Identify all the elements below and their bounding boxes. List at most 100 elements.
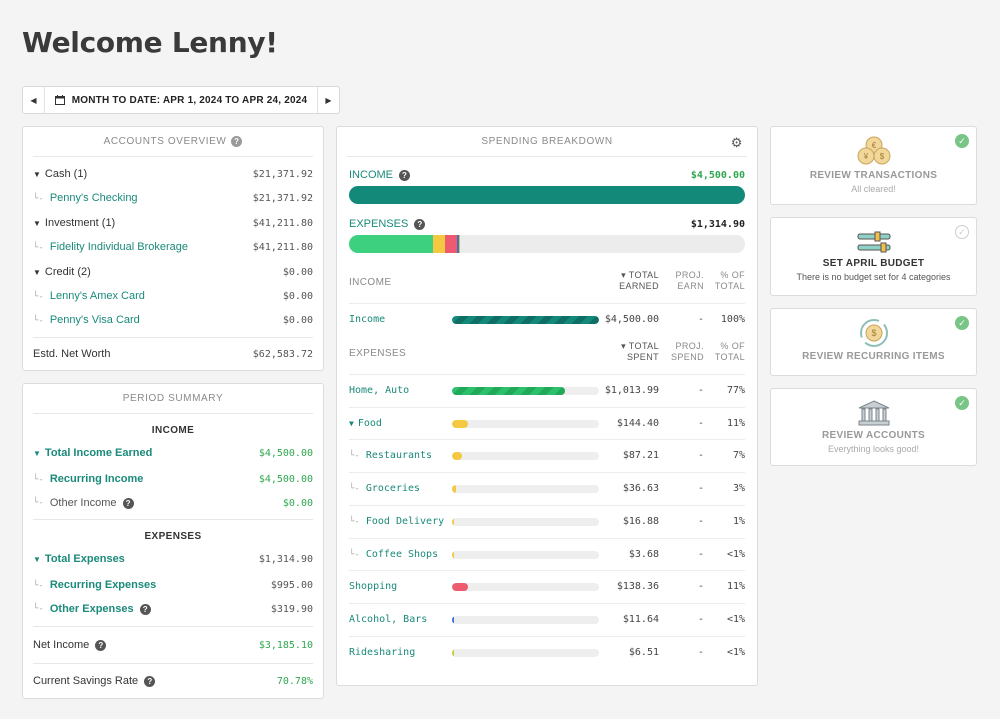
help-icon[interactable]: ?	[95, 639, 107, 651]
category-percent: 11%	[726, 417, 745, 429]
income-section-head: INCOME	[151, 425, 195, 436]
income-table-header: INCOME ▾ TOTAL EARNED PROJ. EARN % OF TO…	[349, 270, 745, 291]
expenses-section-head: EXPENSES	[144, 531, 202, 542]
category-name: Shopping	[349, 581, 398, 593]
recurring-expenses-row[interactable]: └- Recurring Expenses $995.00	[33, 579, 313, 591]
category-name: └- Restaurants	[349, 450, 433, 462]
account-item[interactable]: └- Penny's Visa Card $0.00	[33, 314, 313, 326]
help-icon[interactable]: ?	[414, 218, 426, 230]
table-row[interactable]: └- Restaurants $87.21 - 7%	[349, 439, 745, 471]
check-icon: ✓	[955, 225, 969, 239]
help-icon[interactable]: ?	[144, 675, 156, 687]
review-transactions-card[interactable]: ✓ € ¥ $ REVIEW TRANSACTIONS All cleared!	[770, 126, 977, 205]
category-percent: 7%	[732, 450, 745, 462]
caret-down-icon: ▼	[33, 449, 41, 458]
caret-down-icon: ▼	[33, 555, 41, 564]
category-total: $1,013.99	[604, 385, 659, 396]
category-total: $16.88	[622, 515, 659, 527]
expenses-table-header: EXPENSES ▾ TOTAL SPENT PROJ. SPEND % OF …	[349, 341, 745, 362]
set-budget-card[interactable]: ✓ SET APRIL BUDGET There is no budget se…	[770, 217, 977, 296]
account-item[interactable]: └- Penny's Checking $21,371.92	[33, 192, 313, 204]
income-bar-fill	[349, 186, 745, 204]
account-group-investment[interactable]: ▼ Investment (1) $41,211.80	[33, 217, 313, 229]
category-projected: -	[697, 515, 704, 527]
category-projected: -	[697, 613, 704, 625]
check-icon: ✓	[955, 316, 969, 330]
help-icon[interactable]: ?	[399, 169, 410, 181]
category-projected: -	[697, 581, 704, 593]
caret-down-icon: ▼	[33, 268, 41, 277]
category-progress-track	[452, 485, 599, 494]
tree-connector-icon: └-	[349, 549, 360, 560]
tree-connector-icon: └-	[33, 316, 44, 326]
table-row[interactable]: Ridesharing $6.51 - <1%	[349, 635, 745, 668]
other-expenses-row[interactable]: └- Other Expenses ? $319.90	[33, 603, 313, 615]
category-progress-fill	[452, 452, 463, 461]
sort-total-header[interactable]: ▾ TOTAL EARNED	[619, 270, 659, 291]
review-accounts-card[interactable]: ✓ REVIEW ACCOUNTS Everything looks good!	[770, 388, 977, 466]
expenses-segment-shopping	[445, 235, 457, 253]
divider	[33, 337, 313, 338]
help-icon[interactable]: ?	[139, 603, 151, 615]
income-total: $4,500.00	[690, 170, 745, 181]
category-name: Ridesharing	[349, 646, 416, 658]
accounts-overview-panel: ACCOUNTS OVERVIEW? ▼ Cash (1) $21,371.92 …	[22, 126, 324, 371]
table-row[interactable]: Shopping $138.36 - 11%	[349, 570, 745, 602]
category-name: └- Coffee Shops	[349, 548, 439, 560]
category-total: $11.64	[622, 613, 659, 625]
svg-text:€: €	[871, 141, 876, 150]
category-progress-track	[452, 615, 599, 624]
divider	[33, 626, 313, 627]
tree-connector-icon: └-	[33, 581, 44, 591]
expenses-bar-label: EXPENSES?	[349, 218, 426, 230]
table-row[interactable]: Home, Auto $1,013.99 - 77%	[349, 374, 745, 406]
account-item[interactable]: └- Lenny's Amex Card $0.00	[33, 290, 313, 302]
prev-period-button[interactable]: ◀	[23, 87, 45, 113]
category-total: $138.36	[616, 581, 659, 593]
net-income-row: Net Income ? $3,185.10	[33, 639, 313, 651]
help-icon[interactable]: ?	[122, 497, 134, 509]
tree-connector-icon: └-	[33, 194, 44, 204]
category-percent: 3%	[732, 483, 745, 495]
income-bar-label: INCOME?	[349, 169, 410, 181]
svg-text:$: $	[871, 328, 876, 338]
table-row[interactable]: └- Food Delivery $16.88 - 1%	[349, 504, 745, 537]
table-row[interactable]: └- Coffee Shops $3.68 - <1%	[349, 537, 745, 570]
category-name: Alcohol, Bars	[349, 613, 428, 625]
account-item[interactable]: └- Fidelity Individual Brokerage $41,211.…	[33, 241, 313, 253]
date-range[interactable]: MONTH TO DATE: APR 1, 2024 TO APR 24, 20…	[45, 95, 317, 106]
expenses-total: $1,314.90	[690, 219, 745, 230]
divider	[33, 519, 313, 520]
tree-connector-icon: └-	[33, 498, 44, 508]
svg-text:$: $	[879, 152, 884, 161]
income-progress-fill	[452, 316, 599, 324]
category-name: └- Groceries	[349, 483, 421, 495]
savings-rate-row: Current Savings Rate ? 70.78%	[33, 675, 313, 687]
account-group-credit[interactable]: ▼ Credit (2) $0.00	[33, 266, 313, 278]
tree-connector-icon: └-	[33, 243, 44, 253]
table-row[interactable]: Income $4,500.00 - 100%	[349, 303, 745, 335]
accounts-overview-title: ACCOUNTS OVERVIEW?	[33, 127, 313, 157]
income-progress-track	[452, 316, 599, 324]
total-expenses-row[interactable]: ▼ Total Expenses $1,314.90	[33, 553, 313, 565]
help-icon[interactable]: ?	[231, 136, 243, 147]
page-title: Welcome Lenny!	[22, 26, 278, 59]
tree-connector-icon: └-	[33, 475, 44, 485]
date-range-label: MONTH TO DATE: APR 1, 2024 TO APR 24, 20…	[71, 94, 308, 106]
review-recurring-card[interactable]: ✓ $ REVIEW RECURRING ITEMS	[770, 308, 977, 376]
next-period-button[interactable]: ▶	[317, 87, 339, 113]
date-range-picker: ◀ MONTH TO DATE: APR 1, 2024 TO APR 24, …	[22, 86, 340, 114]
category-projected: -	[697, 548, 704, 560]
caret-down-icon: ▼	[33, 170, 41, 179]
category-progress-fill	[452, 550, 455, 559]
table-row[interactable]: └- Groceries $36.63 - 3%	[349, 472, 745, 504]
coins-icon: € ¥ $	[771, 136, 976, 166]
total-income-row[interactable]: ▼ Total Income Earned $4,500.00	[33, 447, 313, 459]
recurring-income-row[interactable]: └- Recurring Income $4,500.00	[33, 473, 313, 485]
account-group-cash[interactable]: ▼ Cash (1) $21,371.92	[33, 168, 313, 180]
table-row[interactable]: ▼ Food $144.40 - 11%	[349, 406, 745, 439]
calendar-icon	[54, 95, 65, 105]
table-row[interactable]: Alcohol, Bars $11.64 - <1%	[349, 602, 745, 635]
gear-icon[interactable]: ⚙	[730, 135, 743, 150]
sort-total-header[interactable]: ▾ TOTAL SPENT	[621, 341, 659, 362]
